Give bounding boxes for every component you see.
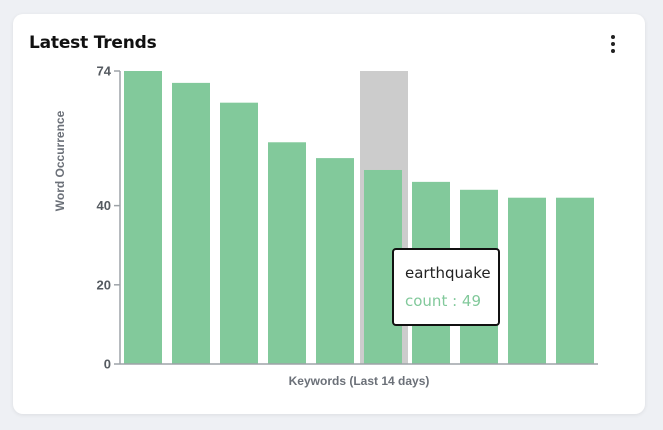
tooltip-keyword: earthquake (405, 264, 491, 282)
chart-tooltip: earthquake count : 49 (392, 248, 500, 326)
y-axis-title: Word Occurrence (53, 110, 67, 211)
bar[interactable] (508, 198, 546, 364)
bar[interactable] (124, 71, 162, 364)
tooltip-count: count : 49 (405, 292, 481, 310)
y-tick-label: 20 (97, 277, 111, 292)
bar[interactable] (316, 158, 354, 364)
x-axis-title: Keywords (Last 14 days) (289, 374, 430, 388)
bar[interactable] (172, 83, 210, 364)
y-tick-label: 40 (97, 198, 111, 213)
y-tick-label: 74 (97, 64, 112, 79)
bar[interactable] (268, 142, 306, 364)
y-tick-label: 0 (104, 357, 111, 372)
bar[interactable] (556, 198, 594, 364)
bar[interactable] (220, 103, 258, 364)
